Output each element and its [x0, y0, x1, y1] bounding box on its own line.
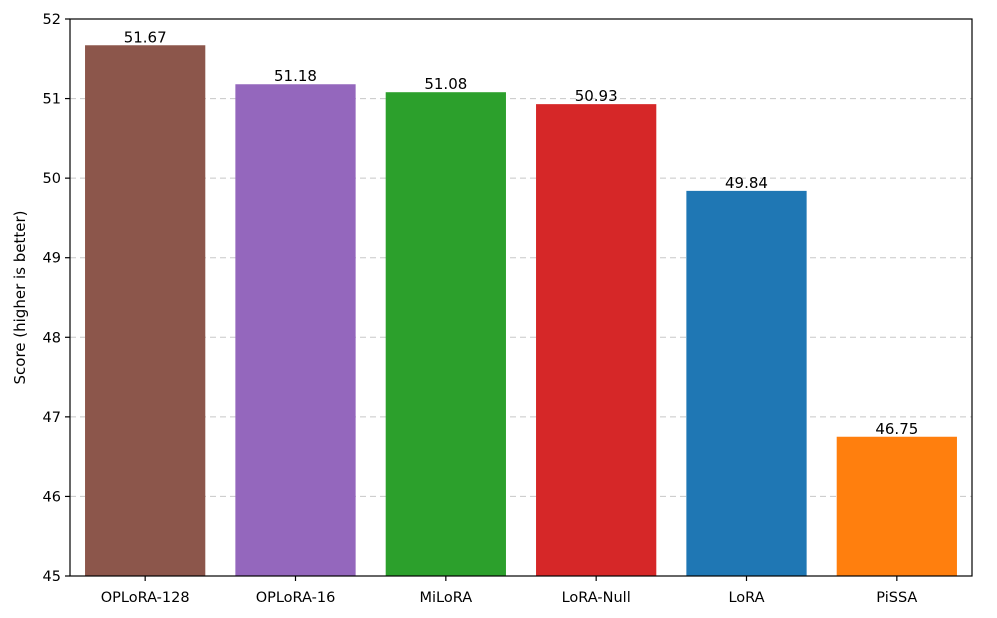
y-tick-label: 50: [43, 171, 61, 187]
bar-milora: [385, 92, 506, 576]
value-label: 50.93: [575, 87, 618, 105]
x-tick-label: MiLoRA: [420, 590, 473, 606]
grid-lines: [70, 98, 972, 497]
y-tick-label: 49: [43, 251, 61, 267]
value-label: 51.18: [274, 67, 317, 85]
x-tick-label: OPLoRA-16: [256, 590, 336, 606]
y-axis-ticks: 45 46 47 48 49 50 51 52: [43, 12, 70, 585]
x-tick-label: LoRA: [728, 590, 764, 606]
bar-oplora-128: [85, 45, 206, 577]
bar-pissa: [836, 436, 957, 576]
value-label: 51.08: [424, 75, 467, 93]
y-tick-label: 52: [43, 12, 61, 28]
plot-frame: [69, 18, 973, 577]
y-tick-label: 47: [43, 410, 61, 426]
value-label: 49.84: [725, 174, 768, 192]
bar-lora: [686, 190, 807, 577]
value-label: 46.75: [875, 420, 918, 438]
x-tick-label: LoRA-Null: [562, 590, 631, 606]
x-axis-ticks: OPLoRA-128 OPLoRA-16 MiLoRA LoRA-Null LoRA Pi…: [101, 576, 917, 606]
y-tick-label: 45: [43, 569, 61, 585]
bar-lora-null: [536, 104, 657, 577]
y-tick-label: 48: [43, 330, 61, 346]
value-labels: 51.67 51.18 51.08 50.93 49.84 46.75: [124, 28, 919, 437]
x-tick-label: OPLoRA-128: [101, 590, 190, 606]
y-axis-label: Score (higher is better): [11, 210, 29, 384]
bar-oplora-16: [235, 84, 356, 577]
y-tick-label: 51: [43, 92, 61, 108]
bars: [85, 45, 957, 577]
x-tick-label: PiSSA: [876, 590, 917, 606]
value-label: 51.67: [124, 28, 167, 46]
y-tick-label: 46: [43, 489, 61, 505]
